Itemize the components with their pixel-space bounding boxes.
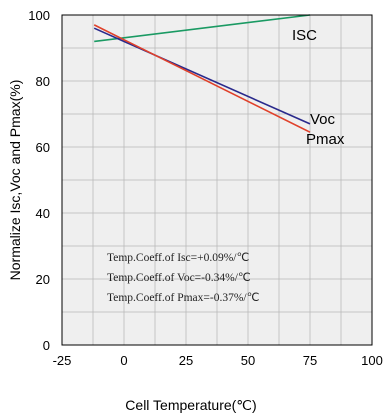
y-tick-label: 40 — [36, 206, 50, 221]
y-tick-label: 60 — [36, 140, 50, 155]
series-label-isc: ISC — [292, 27, 317, 44]
series-label-voc: Voc — [310, 111, 336, 128]
x-tick-label: 0 — [120, 353, 127, 368]
y-tick-label: 0 — [43, 338, 50, 353]
series-lines — [93, 14, 311, 133]
grid-lines — [62, 15, 372, 345]
y-tick-label: 80 — [36, 74, 50, 89]
series-label-pmax: Pmax — [306, 131, 345, 148]
series-line-voc — [93, 27, 311, 125]
x-tick-label: 100 — [361, 353, 383, 368]
x-tick-label: -25 — [53, 353, 72, 368]
y-tick-label: 100 — [28, 8, 50, 23]
x-tick-label: 75 — [303, 353, 317, 368]
series-line-pmax — [93, 24, 311, 133]
x-tick-label: 50 — [241, 353, 255, 368]
x-axis-title: Cell Temperature(℃) — [125, 397, 256, 413]
annotation-pmax: Temp.Coeff.of Pmax=-0.37%/℃ — [107, 292, 260, 304]
x-tick-label: 25 — [179, 353, 193, 368]
annotation-isc: Temp.Coeff.of Isc=+0.09%/℃ — [107, 252, 249, 264]
y-tick-label: 20 — [36, 272, 50, 287]
y-axis-title: Normalize Isc,Voc and Pmax(%) — [7, 80, 23, 281]
plot-border — [61, 14, 373, 346]
annotation-voc: Temp.Coeff.of Voc=-0.34%/℃ — [107, 272, 251, 284]
coefficient-annotations: Temp.Coeff.of Isc=+0.09%/℃ Temp.Coeff.of… — [107, 252, 260, 304]
series-line-isc — [94, 14, 311, 43]
